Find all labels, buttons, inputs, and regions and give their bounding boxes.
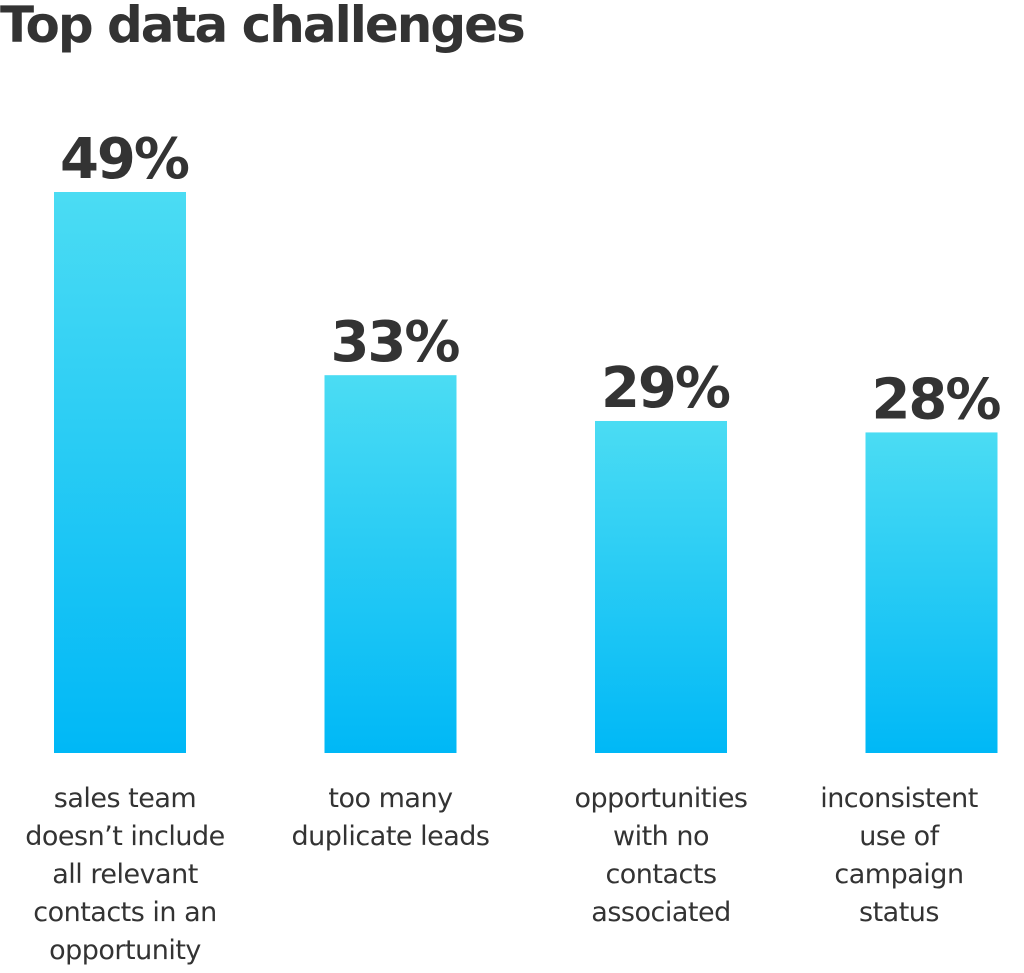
value-label-1: 49% (60, 127, 189, 192)
chart-title: Top data challenges (0, 0, 526, 54)
bar-4 (865, 432, 998, 753)
category-label-3: opportunities with no contacts associate… (574, 783, 749, 928)
value-labels-group: 49% 33% 29% 28% (60, 127, 1002, 432)
category-label-4: inconsistent use of campaign status (820, 783, 978, 928)
value-label-4: 28% (871, 367, 1000, 432)
bars-group (54, 192, 998, 753)
bar-2 (324, 375, 457, 753)
bar-1 (54, 192, 186, 753)
bar-3 (595, 420, 727, 753)
category-label-1: sales team doesn’t include all relevant … (25, 783, 225, 966)
category-label-2: too many duplicate leads (291, 783, 490, 852)
value-label-3: 29% (601, 356, 730, 421)
value-label-2: 33% (330, 310, 459, 375)
